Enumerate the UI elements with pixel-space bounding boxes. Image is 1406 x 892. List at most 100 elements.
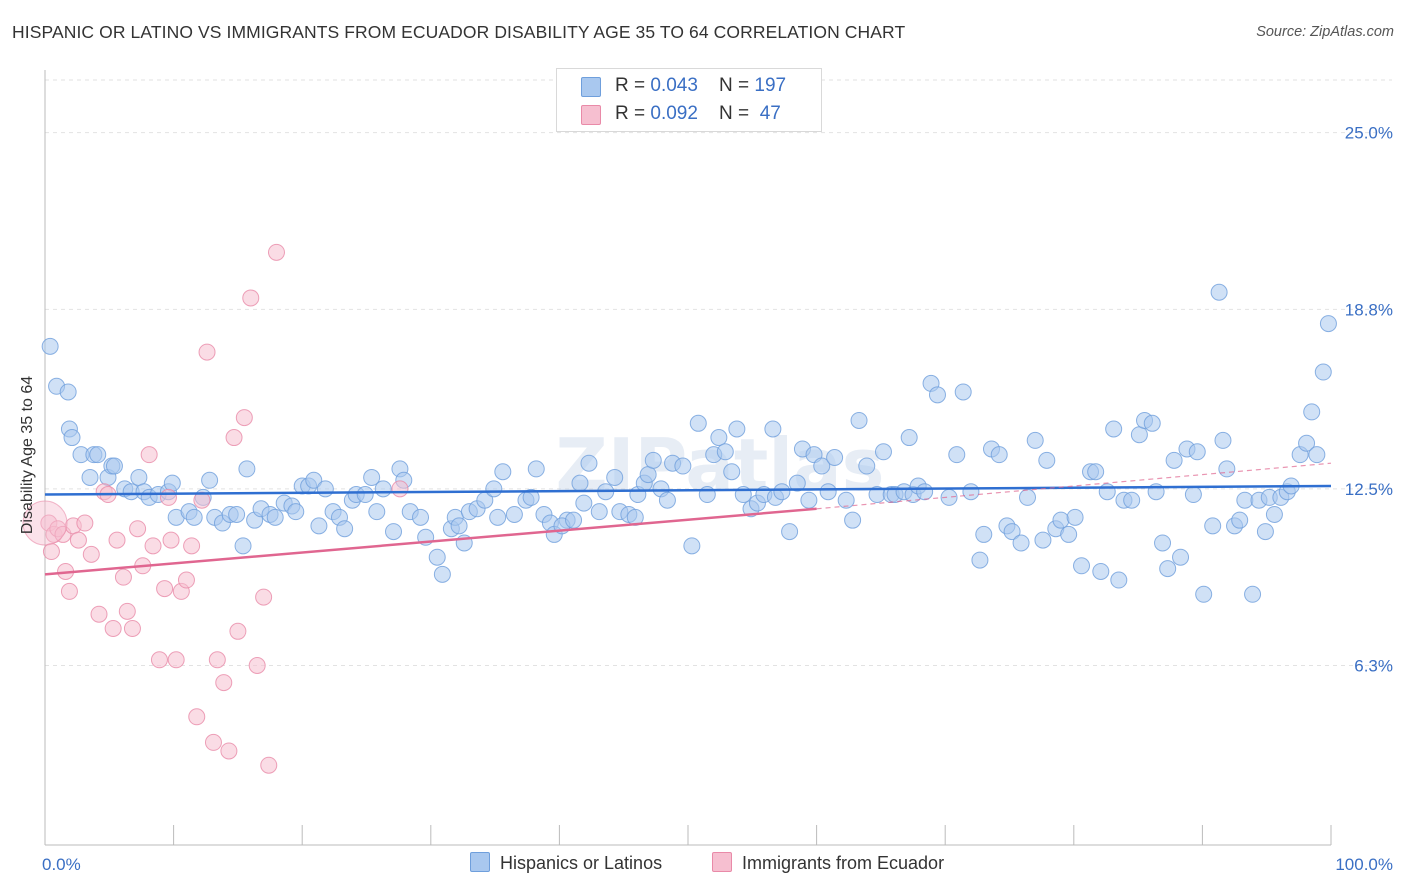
ecuador-point	[118, 602, 136, 620]
hispanic-point	[1265, 505, 1283, 523]
hispanic-point	[1026, 431, 1044, 449]
ecuador-point	[114, 568, 132, 586]
hispanic-point	[1092, 562, 1110, 580]
hispanic-point	[1236, 491, 1254, 509]
hispanic-point	[1105, 420, 1123, 438]
ecuador-point	[150, 651, 168, 669]
hispanic-point	[368, 503, 386, 521]
hispanic-point	[971, 551, 989, 569]
hispanic-point	[1244, 585, 1262, 603]
hispanic-point	[1143, 414, 1161, 432]
data-points	[22, 243, 1337, 774]
legend-text: R = 0.043 N = 197	[615, 75, 786, 97]
hispanic-point	[990, 446, 1008, 464]
ecuador-point	[208, 651, 226, 669]
hispanic-point	[850, 411, 868, 429]
hispanic-point	[1066, 508, 1084, 526]
ecuador-point	[69, 531, 87, 549]
x-tick-label: 0.0%	[42, 855, 81, 874]
hispanic-point	[948, 446, 966, 464]
hispanic-point	[580, 454, 598, 472]
legend-row-ecuador: R = 0.092 N = 47	[557, 100, 821, 128]
hispanic-point	[234, 537, 252, 555]
hispanic-point	[374, 480, 392, 498]
legend-swatch-blue	[470, 852, 490, 872]
hispanic-point	[1034, 531, 1052, 549]
hispanic-point	[1123, 491, 1141, 509]
hispanic-point	[238, 460, 256, 478]
hispanic-point	[900, 429, 918, 447]
ecuador-trend-line	[44, 507, 817, 576]
n-value: 197	[754, 75, 787, 96]
hispanic-point	[837, 491, 855, 509]
hispanic-point	[433, 565, 451, 583]
hispanic-point	[63, 429, 81, 447]
ecuador-point	[144, 537, 162, 555]
hispanic-point	[674, 457, 692, 475]
hispanic-point	[1210, 283, 1228, 301]
hispanic-point	[305, 471, 323, 489]
hispanic-point	[266, 508, 284, 526]
hispanic-point	[201, 471, 219, 489]
hispanic-point	[1012, 534, 1030, 552]
hispanic-point	[1110, 571, 1128, 589]
hispanic-point	[1184, 486, 1202, 504]
r-label: R =	[615, 75, 651, 96]
hispanic-point	[489, 508, 507, 526]
hispanic-point	[788, 474, 806, 492]
hispanic-point	[1038, 451, 1056, 469]
hispanic-point	[1060, 525, 1078, 543]
hispanic-point	[1003, 523, 1021, 541]
legend-row-hispanic: R = 0.043 N = 197	[557, 72, 821, 100]
ecuador-point	[215, 674, 233, 692]
hispanic-point	[1204, 517, 1222, 535]
ecuador-point	[156, 580, 174, 598]
hispanic-point	[683, 537, 701, 555]
legend-swatch-pink	[581, 105, 601, 125]
hispanic-point	[916, 483, 934, 501]
x-tick-labels: 0.0% 100.0%	[42, 855, 1393, 874]
hispanic-point	[658, 491, 676, 509]
hispanic-point	[575, 494, 593, 512]
hispanic-point	[130, 468, 148, 486]
grid-lines	[45, 79, 1392, 666]
hispanic-point	[1256, 523, 1274, 541]
r-label: R =	[615, 103, 651, 124]
hispanic-point	[1159, 560, 1177, 578]
ecuador-point	[108, 531, 126, 549]
hispanic-point	[1019, 488, 1037, 506]
hispanic-point	[781, 523, 799, 541]
ecuador-point	[183, 537, 201, 555]
y-tick-labels: 6.3% 12.5% 18.8% 25.0%	[1345, 124, 1393, 676]
hispanic-point	[954, 383, 972, 401]
legend-swatch-pink	[712, 852, 732, 872]
hispanic-point	[975, 525, 993, 543]
hispanic-point	[505, 505, 523, 523]
hispanic-point	[1214, 431, 1232, 449]
hispanic-point	[710, 429, 728, 447]
hispanic-point	[363, 468, 381, 486]
hispanic-point	[819, 483, 837, 501]
hispanic-trend-line	[44, 484, 1332, 496]
ecuador-point	[198, 343, 216, 361]
ecuador-point	[123, 619, 141, 637]
y-tick-label: 6.3%	[1354, 656, 1393, 675]
hispanic-point	[1218, 460, 1236, 478]
hispanic-point	[928, 386, 946, 404]
hispanic-point	[1314, 363, 1332, 381]
legend-text: R = 0.092 N = 47	[615, 103, 781, 125]
hispanic-point	[494, 463, 512, 481]
legend-label: Hispanics or Latinos	[500, 853, 663, 873]
ecuador-point	[159, 488, 177, 506]
trend-lines	[44, 462, 1332, 576]
hispanic-point	[565, 511, 583, 529]
hispanic-point	[428, 548, 446, 566]
hispanic-point	[522, 488, 540, 506]
legend-swatch-blue	[581, 77, 601, 97]
ecuador-point	[90, 605, 108, 623]
ecuador-point	[42, 543, 60, 561]
hispanic-point	[527, 460, 545, 478]
ecuador-point	[255, 588, 273, 606]
r-value: 0.092	[650, 103, 698, 124]
